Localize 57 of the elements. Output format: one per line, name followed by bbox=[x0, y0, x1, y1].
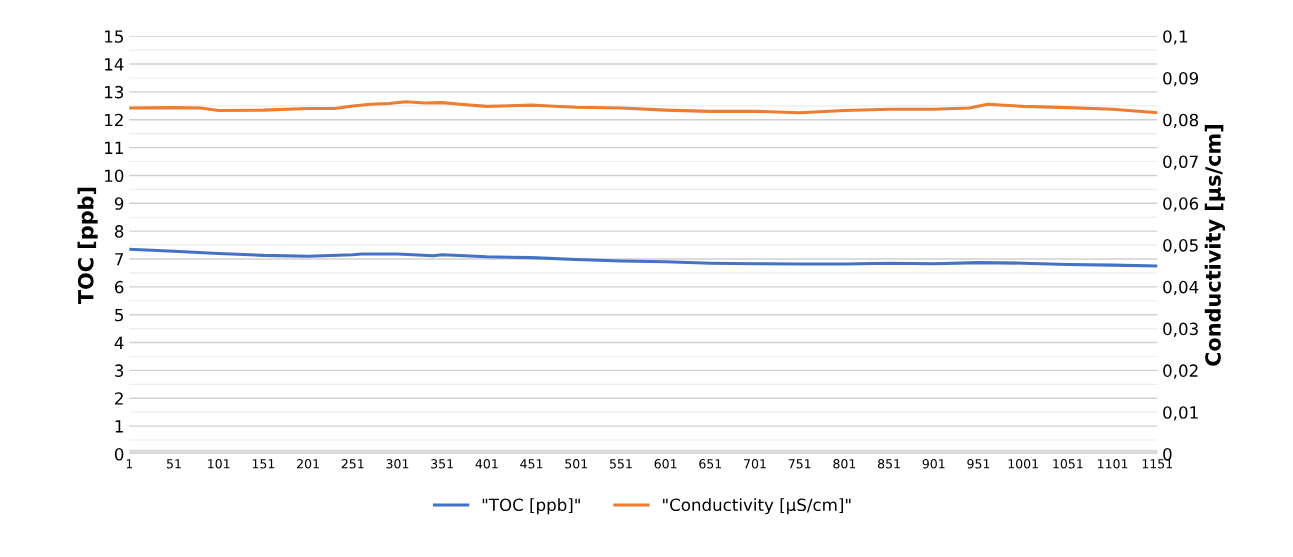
y2-tick-label: 0,02 bbox=[1163, 364, 1198, 379]
y2-tick-label: 0,04 bbox=[1163, 280, 1199, 296]
x-tick-label: 701 bbox=[744, 459, 766, 469]
y-tick-label: 4 bbox=[114, 336, 124, 349]
x-tick-label: 851 bbox=[878, 459, 900, 469]
x-tick-label: 401 bbox=[475, 459, 498, 469]
x-tick-label: 501 bbox=[565, 459, 587, 469]
y-tick-label: 14 bbox=[105, 58, 124, 71]
y2-tick-label: 0,09 bbox=[1163, 71, 1199, 87]
y-tick-label: 13 bbox=[105, 85, 124, 99]
y-tick-label: 15 bbox=[105, 30, 123, 43]
y-tick-label: 11 bbox=[105, 141, 123, 154]
y2-tick-label: 0,1 bbox=[1163, 30, 1188, 45]
x-tick-label: 1001 bbox=[1008, 459, 1038, 469]
y-tick-label: 2 bbox=[115, 392, 123, 405]
y-tick-label: 12 bbox=[105, 113, 123, 127]
x-tick-label: 451 bbox=[520, 459, 543, 469]
x-tick-label: 1 bbox=[126, 459, 133, 469]
y-tick-label: 3 bbox=[115, 364, 124, 377]
x-tick-label: 551 bbox=[609, 459, 632, 469]
y2-tick-label: 0,07 bbox=[1163, 155, 1198, 170]
line-series bbox=[129, 100, 1158, 115]
x-tick-label: 151 bbox=[252, 459, 275, 469]
x-tick-label: 251 bbox=[341, 459, 364, 469]
y2-tick-label: 0 bbox=[1163, 447, 1172, 461]
line-series bbox=[129, 247, 1158, 268]
y-tick-label: 0 bbox=[114, 447, 124, 461]
y2-tick-label: 0,06 bbox=[1163, 197, 1199, 212]
legend-label: "Conductivity [µS/cm]" bbox=[663, 498, 851, 515]
y-tick-label: 6 bbox=[115, 280, 124, 294]
x-tick-label: 801 bbox=[833, 459, 856, 469]
legend-label: "TOC [ppb]" bbox=[482, 498, 580, 515]
x-tick-label: 951 bbox=[967, 459, 990, 469]
y2-tick-label: 0,05 bbox=[1163, 239, 1198, 254]
y2-tick-label: 0,01 bbox=[1163, 406, 1198, 421]
y-tick-label: 5 bbox=[115, 308, 123, 322]
x-tick-label: 601 bbox=[654, 459, 677, 469]
y-tick-label: 8 bbox=[114, 225, 124, 238]
x-tick-label: 1051 bbox=[1053, 459, 1083, 469]
x-tick-label: 51 bbox=[167, 459, 181, 469]
x-tick-label: 751 bbox=[788, 459, 811, 469]
y2-axis-title: Conductivity [µs/cm] bbox=[1204, 125, 1226, 366]
y-axis-title: TOC [ppb] bbox=[77, 187, 98, 305]
y2-tick-label: 0,03 bbox=[1163, 322, 1198, 337]
x-tick-label: 351 bbox=[431, 459, 453, 469]
x-tick-label: 1151 bbox=[1142, 459, 1172, 469]
x-tick-label: 1101 bbox=[1098, 459, 1128, 469]
x-tick-label: 101 bbox=[208, 459, 230, 469]
y-tick-label: 1 bbox=[115, 420, 123, 433]
x-tick-label: 301 bbox=[386, 459, 409, 469]
x-tick-label: 201 bbox=[297, 459, 319, 469]
x-tick-label: 901 bbox=[922, 459, 945, 469]
y-tick-label: 7 bbox=[115, 253, 124, 266]
y-tick-label: 10 bbox=[105, 169, 124, 183]
y2-tick-label: 0,08 bbox=[1163, 113, 1199, 129]
y-tick-label: 9 bbox=[114, 197, 124, 210]
x-tick-label: 651 bbox=[699, 459, 722, 469]
